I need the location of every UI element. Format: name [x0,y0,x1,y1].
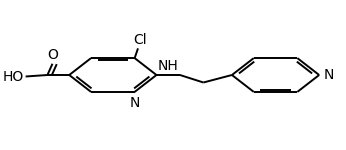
Text: O: O [47,48,58,62]
Text: NH: NH [158,59,179,73]
Text: HO: HO [3,70,24,84]
Text: N: N [129,96,140,110]
Text: N: N [323,68,334,82]
Text: Cl: Cl [133,33,146,47]
